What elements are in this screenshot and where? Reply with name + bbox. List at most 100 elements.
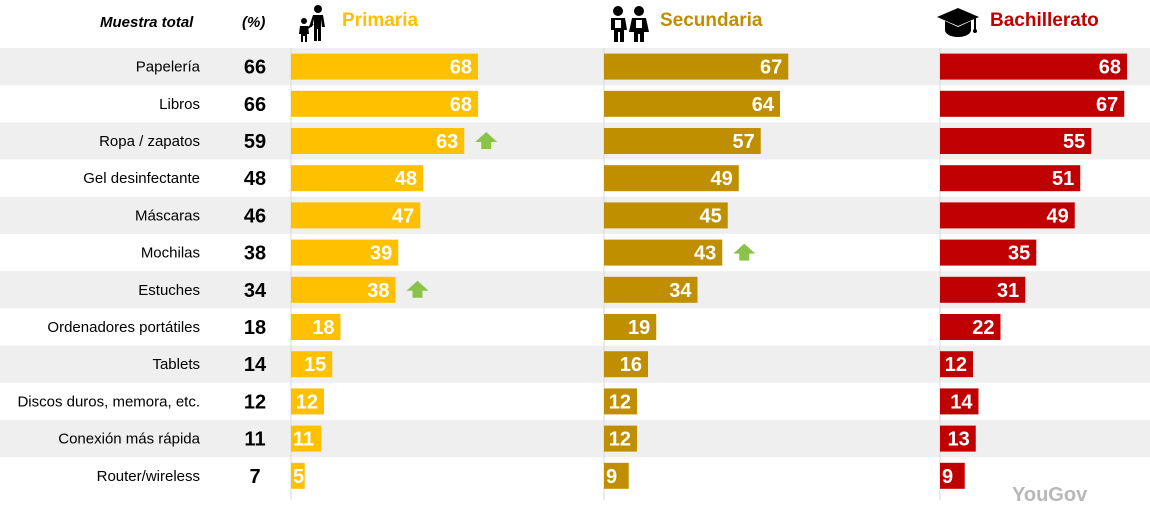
bar-secundaria [604,314,657,340]
total-value: 14 [244,354,267,376]
total-value: 38 [244,243,266,265]
bar-value-label: 12 [609,391,631,413]
bar-value-label: 22 [972,317,994,339]
bar-secundaria [604,276,698,303]
bar-bachillerato [940,388,979,415]
column-title-bachillerato: Bachillerato [990,10,1099,31]
bar-secundaria [604,388,637,415]
category-label: Estuches [138,282,200,299]
bar-value-label: 35 [1008,243,1030,265]
total-value: 34 [244,280,267,302]
bar-secundaria [604,128,761,154]
category-label: Discos duros, memora, etc. [17,393,200,410]
bar-bachillerato [940,90,1125,117]
bar-primaria [291,314,341,340]
bar-value-label: 68 [1099,57,1121,79]
bar-value-label: 38 [367,280,389,302]
bar-value-label: 48 [395,168,417,190]
bar-value-label: 19 [628,317,650,339]
bar-value-label: 18 [312,317,334,339]
bar-value-label: 64 [752,94,775,116]
bar-value-label: 12 [945,354,967,376]
bar-value-label: 68 [450,94,472,116]
category-label: Mochilas [141,245,200,262]
bar-primaria [291,462,305,489]
bar-value-label: 9 [606,466,617,488]
bar-bachillerato [940,462,965,489]
bar-value-label: 9 [942,466,953,488]
bar-bachillerato [940,425,976,452]
total-value: 18 [244,317,266,339]
bar-value-label: 34 [669,280,692,302]
bar-value-label: 67 [1096,94,1118,116]
total-value: 59 [244,131,266,153]
category-label: Gel desinfectante [83,170,200,187]
category-label: Libros [159,96,200,113]
bar-primaria [291,165,423,192]
bar-primaria [291,239,399,266]
bar-bachillerato [940,128,1092,154]
up-arrow-icon [406,280,429,298]
bar-bachillerato [940,239,1037,266]
bar-secundaria [604,239,723,266]
bar-bachillerato [940,202,1075,229]
bar-primaria [291,202,421,229]
bar-primaria [291,53,478,80]
bar-value-label: 63 [436,131,458,153]
total-value: 7 [249,466,260,488]
total-value: 66 [244,94,266,116]
students-icon [606,4,652,49]
bar-value-label: 49 [711,168,733,190]
bar-value-label: 12 [609,429,631,451]
bar-value-label: 68 [450,57,472,79]
bar-primaria [291,351,333,378]
bar-value-label: 12 [296,391,318,413]
bar-value-label: 49 [1047,205,1069,227]
bar-primaria [291,90,478,117]
category-label: Máscaras [135,207,200,224]
bar-value-label: 13 [948,429,970,451]
bar-value-label: 15 [304,354,326,376]
bar-value-label: 57 [733,131,755,153]
bar-value-label: 51 [1052,168,1074,190]
bar-value-label: 67 [760,57,782,79]
graduation-cap-icon [935,6,981,45]
total-sample-header: Muestra total [100,14,194,31]
bar-value-label: 16 [620,354,642,376]
category-label: Router/wireless [97,468,200,485]
bar-secundaria [604,90,780,117]
bar-secundaria [604,202,728,229]
bar-secundaria [604,351,648,378]
bar-primaria [291,388,324,415]
bar-value-label: 39 [370,243,392,265]
total-value: 48 [244,168,266,190]
bar-value-label: 47 [392,205,414,227]
bar-secundaria [604,425,637,452]
bar-secundaria [604,165,739,192]
bar-secundaria [604,53,789,80]
bar-primaria [291,276,396,303]
yougov-logo: YouGov [1012,484,1088,506]
column-title-secundaria: Secundaria [660,10,763,31]
bar-bachillerato [940,314,1001,340]
bar-bachillerato [940,351,973,378]
parent-child-icon [296,4,332,47]
bar-primaria [291,425,322,452]
category-label: Tablets [152,356,200,373]
category-label: Conexión más rápida [58,431,200,448]
bar-bachillerato [940,165,1081,192]
total-value: 46 [244,205,266,227]
category-label: Ropa / zapatos [99,133,200,150]
category-label: Papelería [136,59,201,76]
bar-value-label: 11 [293,429,314,451]
bar-bachillerato [940,53,1127,80]
total-value: 11 [244,429,265,451]
percent-header: (%) [242,14,266,31]
up-arrow-icon [475,132,498,149]
bar-primaria [291,128,465,154]
up-arrow-icon [733,243,756,261]
bar-value-label: 5 [293,466,304,488]
bar-value-label: 14 [950,391,973,413]
